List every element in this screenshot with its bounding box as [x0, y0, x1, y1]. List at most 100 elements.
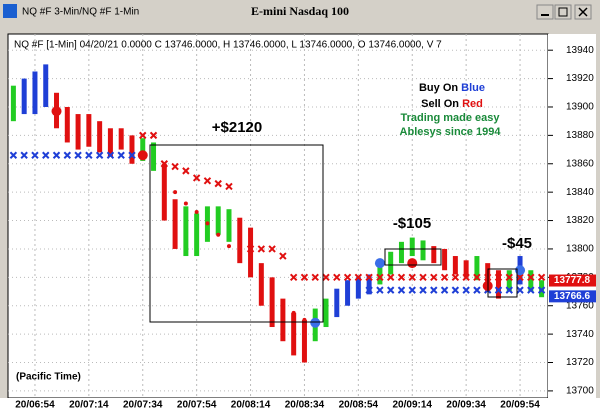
maximize-button[interactable] [554, 4, 572, 20]
stop-marker [117, 151, 125, 159]
stop-marker [397, 286, 406, 294]
trail-dot [205, 221, 210, 226]
trail-dot [237, 255, 242, 260]
stop-marker [473, 286, 481, 294]
x-tick-label: 20/07:14 [69, 400, 109, 411]
note: (Pacific Time) [16, 372, 81, 383]
stop-marker [300, 273, 309, 282]
stop-marker [322, 273, 330, 282]
stop-marker [333, 273, 341, 282]
stop-marker [354, 273, 363, 282]
y-tick-label: 13720 [566, 357, 594, 368]
price-bar [194, 213, 200, 257]
price-bar [388, 251, 394, 275]
stop-marker [279, 252, 287, 260]
trail-dot [280, 300, 285, 305]
price-bar [506, 270, 512, 292]
price-bar [21, 78, 27, 115]
stop-marker [505, 273, 513, 282]
trail-dot [183, 201, 188, 206]
stop-marker [386, 286, 395, 294]
stop-marker [451, 286, 460, 294]
signal-dot [515, 265, 526, 276]
price-tag-label: 13766.6 [554, 291, 591, 302]
price-bar [215, 206, 221, 235]
window-buttons[interactable] [536, 4, 592, 20]
price-bar [463, 260, 469, 278]
signal-dot [310, 317, 321, 328]
price-bar [140, 138, 146, 161]
y-tick-label: 13900 [566, 102, 594, 113]
minimize-button[interactable] [536, 4, 554, 20]
price-bar [420, 240, 426, 261]
price-bar [323, 298, 329, 328]
price-bar [528, 270, 534, 292]
y-tick-label: 13920 [566, 73, 594, 84]
price-bar [431, 246, 437, 264]
price-bar [118, 128, 124, 150]
stop-marker [311, 273, 319, 282]
price-bar [226, 209, 232, 242]
legend-text: Buy On [419, 82, 458, 94]
price-bar [107, 128, 113, 157]
stop-marker [182, 167, 190, 175]
stop-marker [20, 151, 28, 159]
stop-marker [440, 286, 449, 294]
y-tick-label: 13800 [566, 244, 594, 255]
price-bar [539, 280, 545, 298]
app-icon [3, 4, 17, 18]
stop-marker [52, 151, 61, 159]
trail-dot [173, 190, 178, 195]
x-tick-label: 20/07:54 [177, 400, 217, 411]
stop-marker [149, 131, 158, 140]
price-bar [183, 206, 189, 257]
x-tick-label: 20/09:54 [500, 400, 540, 411]
legend-buy: Buy On Blue [419, 82, 485, 94]
stop-marker [430, 273, 438, 282]
stop-marker [9, 151, 18, 159]
stop-marker [192, 174, 201, 182]
stop-marker [505, 286, 513, 294]
price-bar [366, 274, 372, 295]
price-bar [301, 319, 307, 363]
price-bar [97, 121, 103, 153]
y-tick-label: 13860 [566, 158, 594, 169]
x-tick-label: 20/08:54 [339, 400, 379, 411]
stop-marker [451, 273, 460, 282]
trail-dot [248, 266, 253, 271]
x-tick-label: 20/07:34 [123, 400, 163, 411]
stop-marker [516, 273, 524, 282]
stop-marker [494, 273, 503, 282]
price-bar [64, 106, 70, 143]
price-bar [474, 256, 480, 281]
trail-dot [194, 210, 199, 215]
stop-marker [516, 286, 524, 294]
price-bar [75, 114, 81, 150]
close-icon [578, 7, 588, 17]
trade-result: +$2120 [212, 119, 262, 136]
trade-box [149, 144, 324, 323]
chart-title: E-mini Nasdaq 100 [251, 4, 349, 18]
trail-dot [216, 232, 221, 237]
price-bar [442, 248, 448, 271]
trade-result: -$105 [393, 215, 431, 232]
signal-dot [51, 106, 62, 117]
price-bar [345, 280, 351, 306]
price-bar [237, 217, 243, 264]
price-bar [43, 64, 49, 107]
price-bar [355, 277, 361, 299]
stop-marker [203, 177, 212, 185]
price-bar [10, 85, 16, 122]
stop-marker [494, 286, 503, 294]
price-tag-label: 13777.8 [554, 275, 591, 286]
stop-marker [289, 273, 298, 282]
window-title: NQ #F 3-Min/NQ #F 1-Min [22, 7, 139, 18]
stop-marker [386, 273, 395, 282]
stop-marker [246, 245, 255, 253]
legend-tagline: Trading made easy [400, 112, 500, 124]
x-axis-area [0, 398, 600, 413]
stop-marker [462, 286, 470, 294]
legend-text: Sell On [421, 98, 459, 110]
price-bar [172, 199, 178, 249]
